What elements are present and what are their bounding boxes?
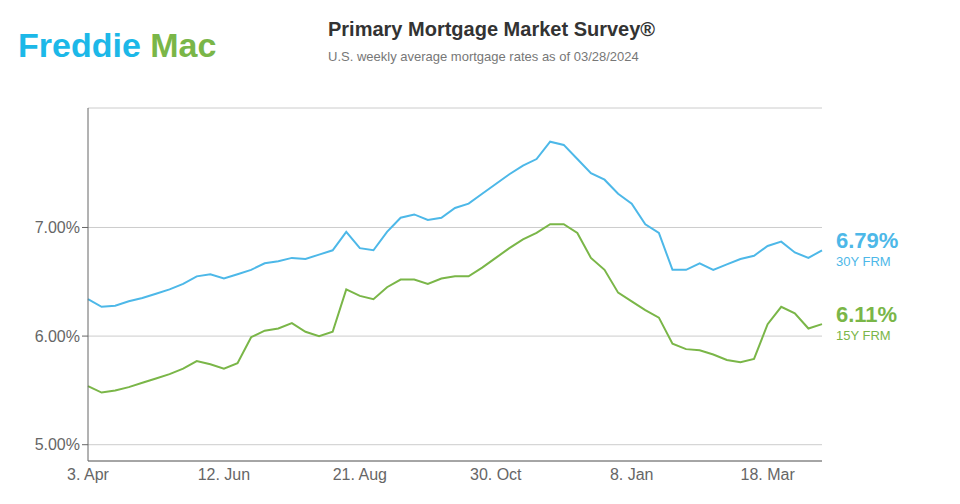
svg-text:6.00%: 6.00% <box>35 328 80 345</box>
svg-text:3. Apr: 3. Apr <box>67 466 109 483</box>
svg-text:30Y FRM: 30Y FRM <box>836 254 891 269</box>
svg-text:30. Oct: 30. Oct <box>470 466 522 483</box>
svg-text:18. Mar: 18. Mar <box>741 466 796 483</box>
svg-text:5.00%: 5.00% <box>35 436 80 453</box>
html-text:Primary Mortgage Market Survey: Primary Mortgage Market Survey® <box>328 18 656 40</box>
svg-text:6.79%: 6.79% <box>836 228 898 253</box>
html-text:U.S. weekly average mortgage r: U.S. weekly average mortgage rates as of… <box>328 49 639 64</box>
svg-text:21. Aug: 21. Aug <box>333 466 387 483</box>
svg-text:6.11%: 6.11% <box>836 302 897 327</box>
svg-text:12. Jun: 12. Jun <box>198 466 250 483</box>
svg-text:7.00%: 7.00% <box>35 219 80 236</box>
svg-text:8. Jan: 8. Jan <box>610 466 654 483</box>
svg-text:15Y FRM: 15Y FRM <box>836 328 891 343</box>
html-text:Freddie Mac: Freddie Mac <box>18 26 217 64</box>
